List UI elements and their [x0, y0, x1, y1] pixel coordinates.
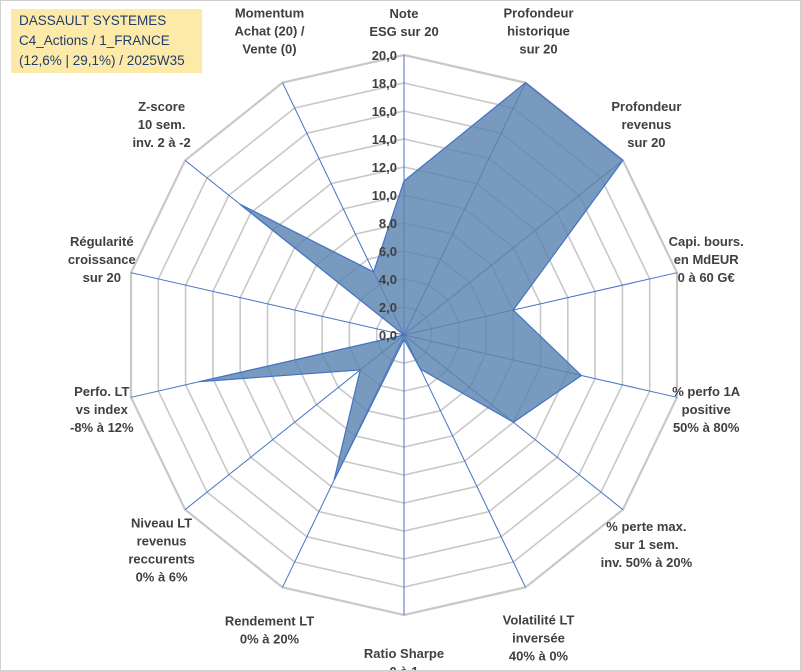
tick-label: 16,0 — [372, 104, 397, 119]
axis-label: Note — [390, 6, 419, 21]
axis-label: reccurents — [128, 552, 194, 567]
axis-label: Vente (0) — [242, 41, 296, 56]
axis-labels: Note ESG sur 20 Profondeur historique sur 20… — [68, 5, 744, 670]
axis-label: sur 20 — [627, 135, 665, 150]
axis-label: 40% à 0% — [509, 649, 569, 664]
axis-label: 0% à 6% — [136, 570, 188, 585]
axis-label: 0 à 1 — [390, 664, 419, 670]
axis-label: Momentum — [235, 5, 304, 20]
axis-label: croissance — [68, 252, 136, 267]
title-company: DASSAULT SYSTEMES — [19, 13, 167, 28]
axis-label: Achat (20) / — [234, 23, 304, 38]
axis-label: sur 20 — [519, 41, 557, 56]
axis-label: Ratio Sharpe — [364, 646, 444, 661]
tick-label: 12,0 — [372, 160, 397, 175]
axis-label: Régularité — [70, 234, 134, 249]
axis-label: positive — [682, 402, 731, 417]
axis-label: Volatilité LT — [503, 613, 575, 628]
axis-label: historique — [507, 23, 570, 38]
axis-label: vs index — [76, 402, 129, 417]
axis-label: Profondeur — [503, 5, 573, 20]
axis-label: 10 sem. — [138, 117, 186, 132]
radar-series — [199, 81, 624, 481]
axis-label: en MdEUR — [674, 252, 740, 267]
axis-label: -8% à 12% — [70, 420, 134, 435]
axis-label: Niveau LT — [131, 516, 192, 531]
axis-label: Z-score — [138, 99, 185, 114]
axis-label: % perte max. — [606, 519, 686, 534]
axis-label: Capi. bours. — [669, 234, 744, 249]
tick-label: 20,0 — [372, 48, 397, 63]
axis-label: ESG sur 20 — [369, 24, 438, 39]
tick-label: 8,0 — [379, 216, 397, 231]
axis-label: inversée — [512, 631, 565, 646]
title-category: C4_Actions / 1_FRANCE — [19, 33, 170, 48]
axis-label: revenus — [137, 534, 187, 549]
axis-label: 0 à 60 G€ — [678, 270, 735, 285]
tick-label: 10,0 — [372, 188, 397, 203]
axis-label: 50% à 80% — [673, 420, 740, 435]
tick-label: 0,0 — [379, 328, 397, 343]
axis-label: inv. 2 à -2 — [132, 135, 190, 150]
tick-label: 14,0 — [372, 132, 397, 147]
axis-label: sur 20 — [83, 270, 121, 285]
radial-tick-labels: 0,0 2,0 4,0 6,0 8,0 10,0 12,0 14,0 16,0 18,0 20,0 — [372, 48, 397, 343]
tick-label: 18,0 — [372, 76, 397, 91]
axis-label: Profondeur — [611, 99, 681, 114]
tick-label: 6,0 — [379, 244, 397, 259]
axis-label: 0% à 20% — [240, 632, 300, 647]
tick-label: 4,0 — [379, 272, 397, 287]
axis-label: Rendement LT — [225, 614, 314, 629]
series-area — [199, 81, 624, 481]
title-stats: (12,6% | 29,1%) / 2025W35 — [19, 53, 185, 68]
axis-label: Perfo. LT — [74, 384, 129, 399]
radar-spoke — [403, 334, 526, 588]
axis-label: inv. 50% à 20% — [601, 555, 693, 570]
radar-spoke — [130, 272, 405, 336]
tick-label: 2,0 — [379, 300, 397, 315]
axis-label: sur 1 sem. — [614, 537, 678, 552]
title-box: DASSAULT SYSTEMES C4_Actions / 1_FRANCE … — [11, 9, 202, 73]
axis-label: % perfo 1A — [672, 384, 741, 399]
axis-label: revenus — [621, 117, 671, 132]
